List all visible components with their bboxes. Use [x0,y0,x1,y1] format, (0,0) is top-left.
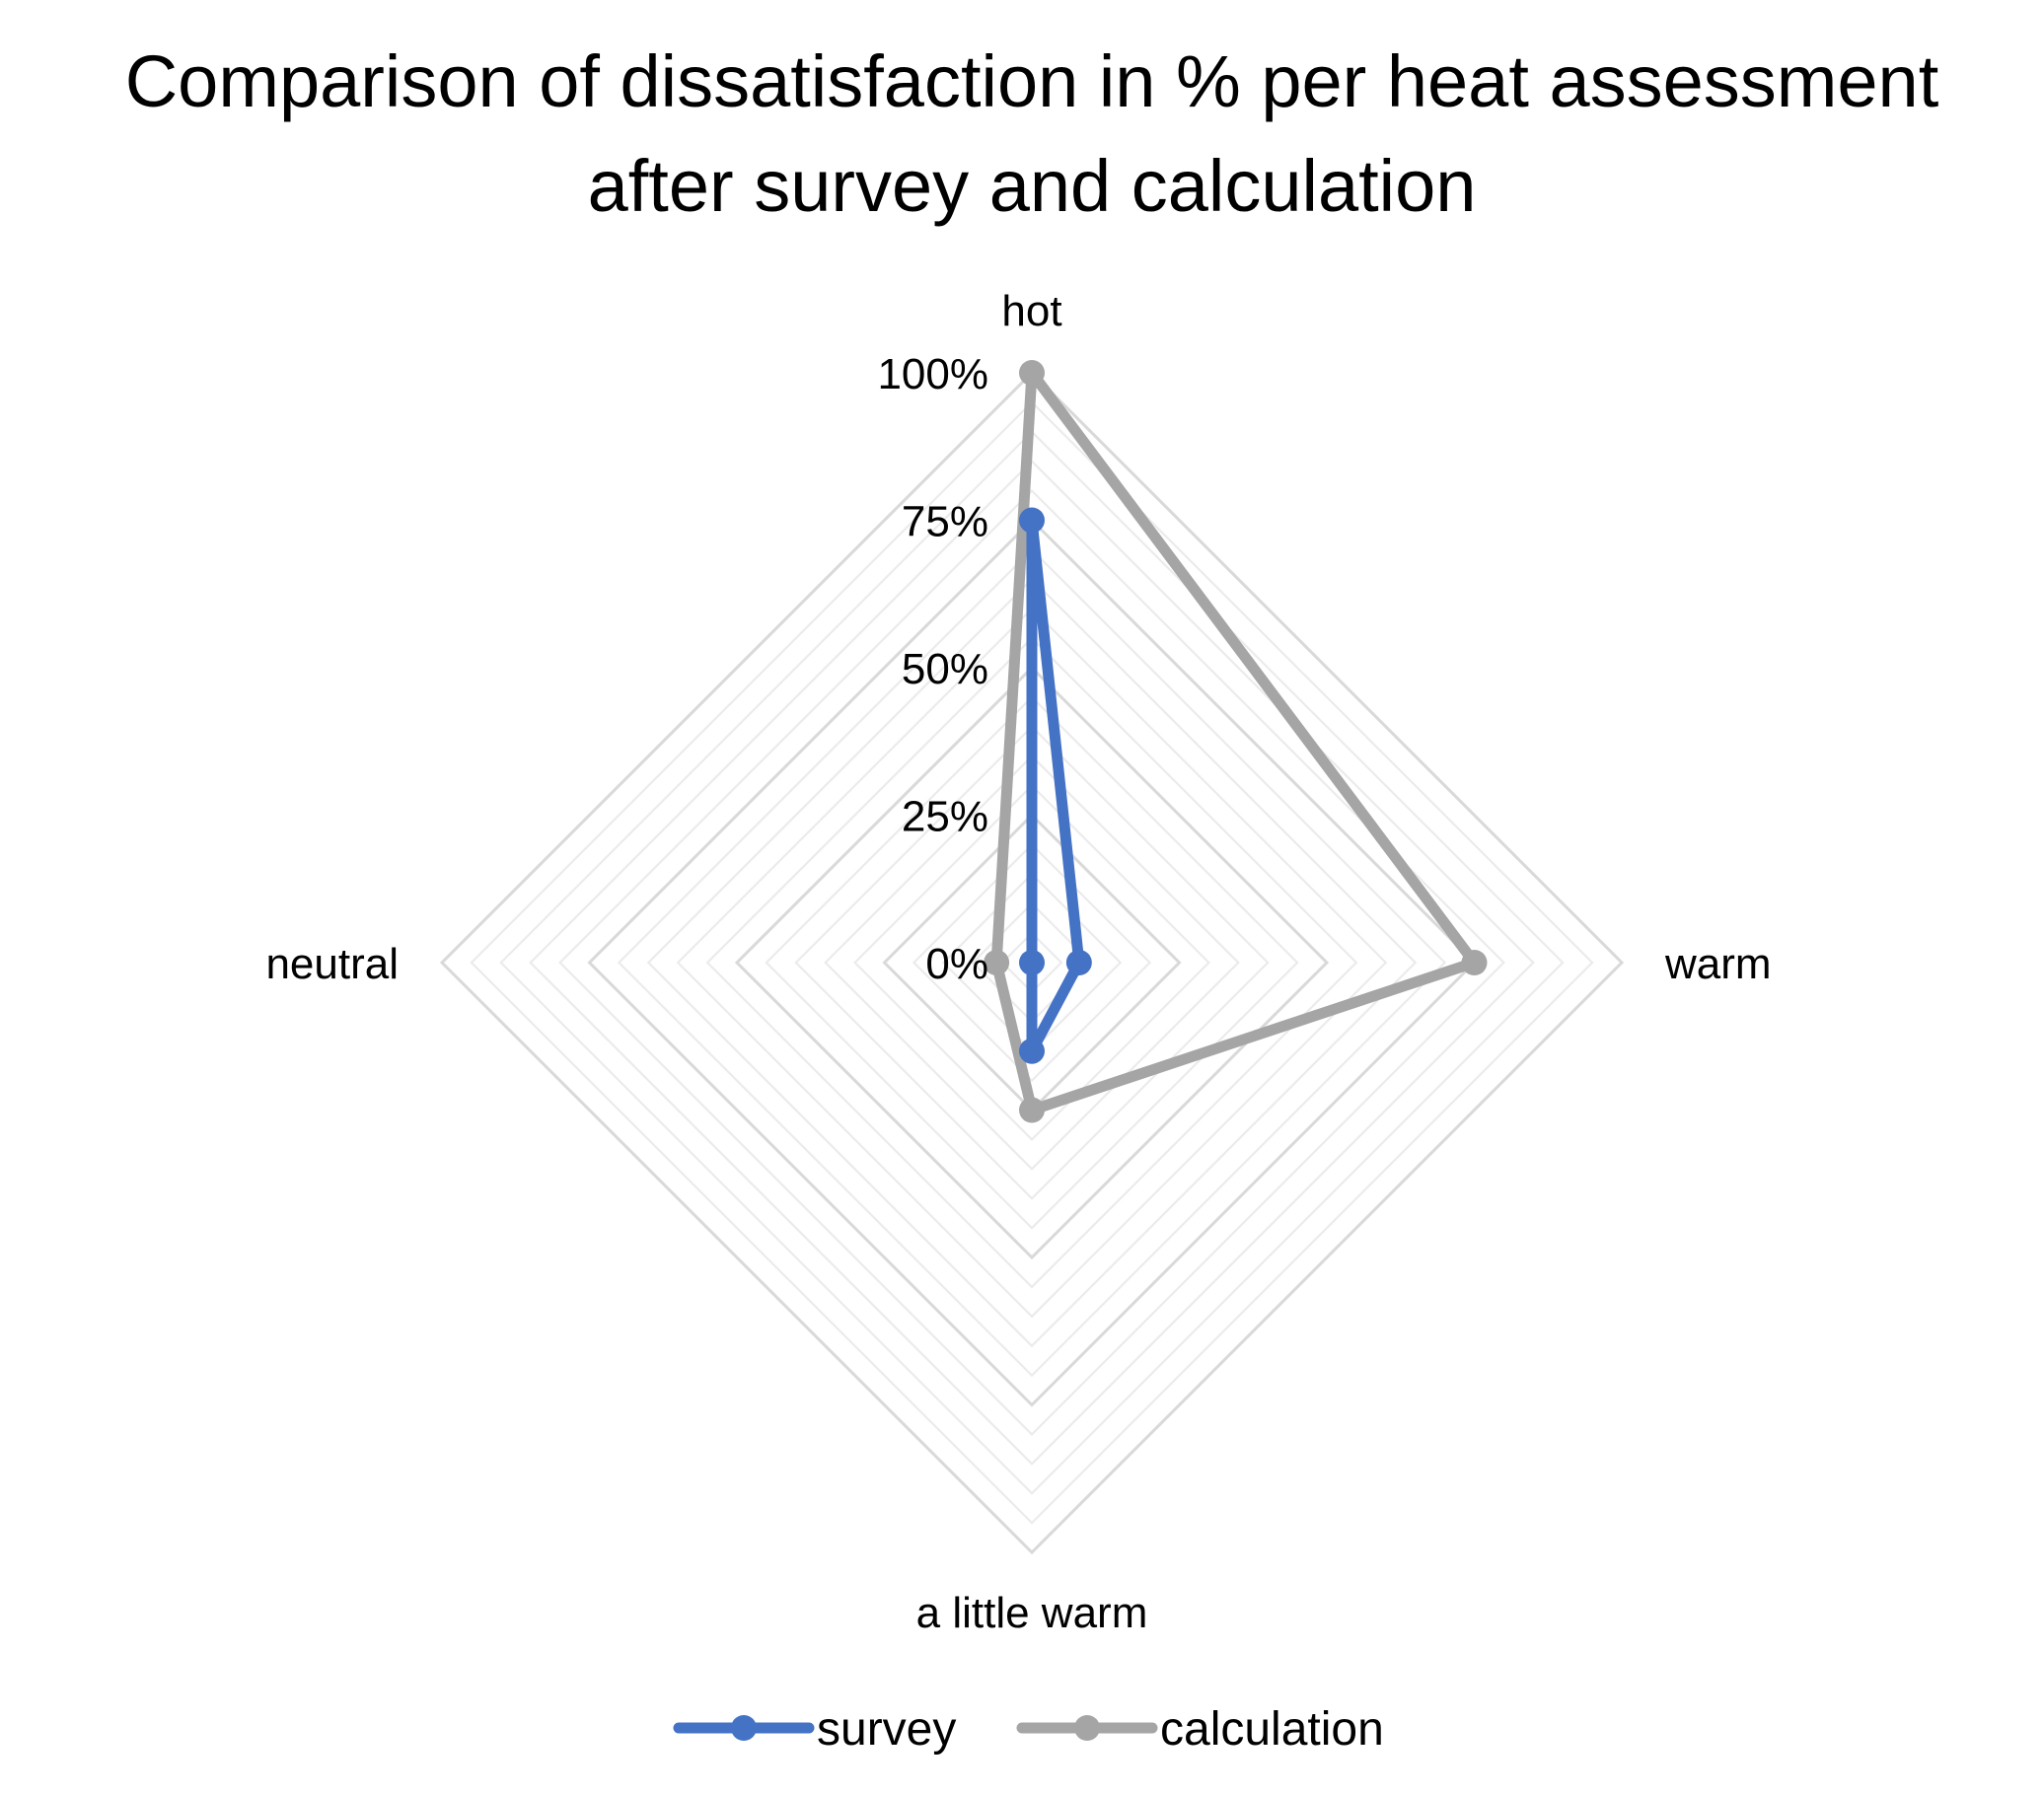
legend-item-calculation: calculation [1016,1703,1384,1756]
category-labels: hot warm a little warm neutral [265,287,1771,1637]
grid-ring-35 [824,754,1240,1171]
radial-tick-label: 25% [902,793,988,841]
grid-ring-70 [617,547,1447,1378]
legend-label-survey: survey [817,1703,956,1756]
radial-tick-label: 100% [877,350,988,398]
chart-title-line-2: after survey and calculation [588,145,1477,227]
radar-grid [439,370,1625,1555]
radial-tick-label: 75% [902,498,988,546]
legend-swatch-marker [731,1715,757,1741]
grid-ring-65 [646,577,1418,1348]
series-survey [1019,507,1092,1064]
legend-item-survey: survey [673,1703,956,1756]
data-point-calculation-a-little-warm [1019,1097,1045,1123]
data-point-survey-a-little-warm [1019,1038,1045,1064]
grid-ring-100 [439,370,1625,1555]
chart-title: Comparison of dissatisfaction in % per h… [125,40,1939,227]
legend-label-calculation: calculation [1160,1703,1384,1756]
data-point-survey-hot [1019,507,1045,534]
chart-title-line-1: Comparison of dissatisfaction in % per h… [125,40,1939,122]
grid-ring-50 [734,665,1330,1260]
radial-tick-label: 0% [925,940,988,988]
chart-legend: survey calculation [673,1703,1384,1756]
category-label-a-little-warm: a little warm [916,1589,1148,1637]
category-label-warm: warm [1664,940,1772,988]
grid-ring-80 [558,489,1505,1436]
data-point-survey-warm [1065,950,1092,975]
grid-ring-60 [676,607,1388,1319]
grid-ring-30 [853,784,1210,1141]
data-point-calculation-hot [1019,360,1045,386]
grid-ring-55 [705,636,1358,1289]
legend-swatch-marker [1074,1715,1100,1741]
grid-ring-75 [587,518,1477,1407]
data-point-calculation-neutral [984,950,1010,975]
grid-ring-20 [912,842,1152,1083]
grid-ring-40 [794,725,1270,1200]
grid-ring-95 [470,400,1594,1525]
grid-ring-85 [529,460,1535,1466]
series-calculation [984,360,1488,1123]
data-point-calculation-warm [1461,950,1488,975]
grid-ring-45 [765,695,1299,1230]
radial-tick-labels: 0% 25% 50% 75% 100% [877,350,988,988]
grid-ring-90 [499,430,1565,1495]
radar-series [984,360,1488,1123]
data-point-survey-neutral [1019,950,1045,975]
category-label-hot: hot [1001,287,1061,335]
category-label-neutral: neutral [265,940,399,988]
radial-tick-label: 50% [902,645,988,693]
